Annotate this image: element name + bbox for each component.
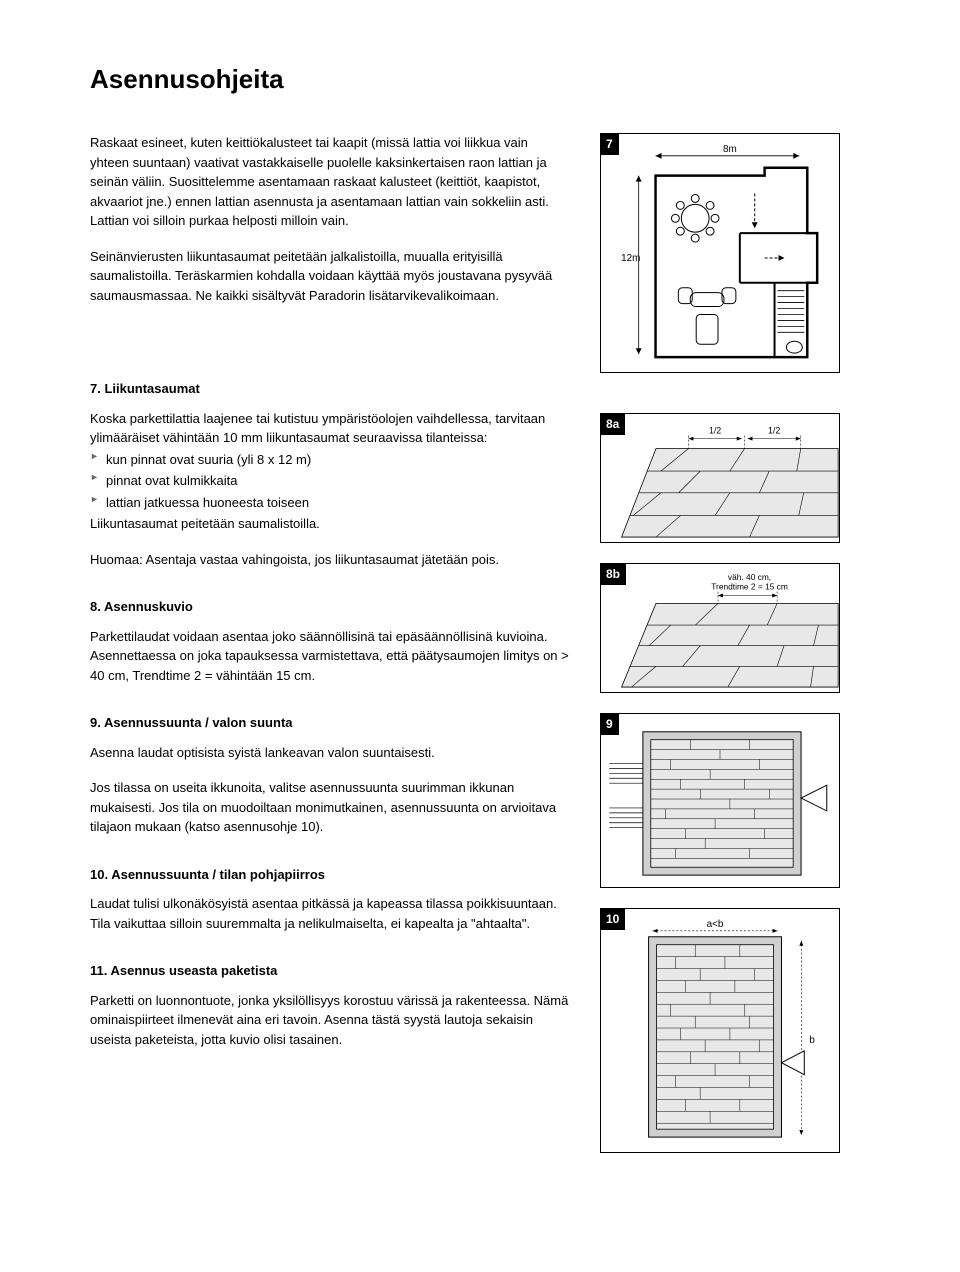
intro-para-2: Seinänvierusten liikuntasaumat peitetään… bbox=[90, 247, 570, 306]
section-7-note: Huomaa: Asentaja vastaa vahingoista, jos… bbox=[90, 550, 570, 570]
svg-text:1/2: 1/2 bbox=[768, 426, 780, 436]
figure-7-badge: 7 bbox=[600, 133, 619, 155]
intro-para-1: Raskaat esineet, kuten keittiökalusteet … bbox=[90, 133, 570, 231]
fig7-height-label: 12m bbox=[621, 253, 640, 264]
section-9-p1: Asenna laudat optisista syistä lankeavan… bbox=[90, 743, 570, 763]
figure-8b: 8b väh. 40 cm, Trendtime 2 = 15 cm bbox=[600, 563, 840, 693]
section-11-heading: 11. Asennus useasta paketista bbox=[90, 961, 570, 981]
section-8-body: Parkettilaudat voidaan asentaa joko sään… bbox=[90, 627, 570, 686]
bullet-item: lattian jatkuessa huoneesta toiseen bbox=[90, 493, 570, 513]
svg-text:väh. 40 cm,: väh. 40 cm, bbox=[728, 572, 771, 582]
svg-text:1/2: 1/2 bbox=[709, 426, 721, 436]
figure-8a-badge: 8a bbox=[600, 413, 625, 435]
text-column: Raskaat esineet, kuten keittiökalusteet … bbox=[90, 133, 570, 1173]
section-8-heading: 8. Asennuskuvio bbox=[90, 597, 570, 617]
svg-text:a<b: a<b bbox=[707, 919, 724, 930]
figure-8a: 8a 1/2 1/2 bbox=[600, 413, 840, 543]
section-7-after: Liikuntasaumat peitetään saumalistoilla. bbox=[90, 514, 570, 534]
svg-text:Trendtime 2 = 15 cm: Trendtime 2 = 15 cm bbox=[711, 582, 788, 592]
content-layout: Raskaat esineet, kuten keittiökalusteet … bbox=[90, 133, 910, 1173]
section-7-intro: Koska parkettilattia laajenee tai kutist… bbox=[90, 409, 570, 448]
section-7-heading: 7. Liikuntasaumat bbox=[90, 379, 570, 399]
section-9-heading: 9. Asennussuunta / valon suunta bbox=[90, 713, 570, 733]
figure-9: 9 bbox=[600, 713, 840, 888]
section-9-p2: Jos tilassa on useita ikkunoita, valitse… bbox=[90, 778, 570, 837]
fig7-width-label: 8m bbox=[723, 144, 737, 155]
figure-10-badge: 10 bbox=[600, 908, 625, 930]
section-11-body: Parketti on luonnontuote, jonka yksilöll… bbox=[90, 991, 570, 1050]
page-title: Asennusohjeita bbox=[90, 60, 910, 99]
bullet-item: kun pinnat ovat suuria (yli 8 x 12 m) bbox=[90, 450, 570, 470]
svg-text:b: b bbox=[809, 1035, 815, 1046]
section-10-body: Laudat tulisi ulkonäkösyistä asentaa pit… bbox=[90, 894, 570, 933]
bullet-item: pinnat ovat kulmikkaita bbox=[90, 471, 570, 491]
section-10-heading: 10. Asennussuunta / tilan pohjapiirros bbox=[90, 865, 570, 885]
figure-7: 7 8m 12m bbox=[600, 133, 840, 373]
figure-10: 10 a<b b bbox=[600, 908, 840, 1153]
figure-9-badge: 9 bbox=[600, 713, 619, 735]
figure-column: 7 8m 12m bbox=[600, 133, 840, 1173]
figure-8b-badge: 8b bbox=[600, 563, 626, 585]
section-7-bullets: kun pinnat ovat suuria (yli 8 x 12 m) pi… bbox=[90, 450, 570, 513]
